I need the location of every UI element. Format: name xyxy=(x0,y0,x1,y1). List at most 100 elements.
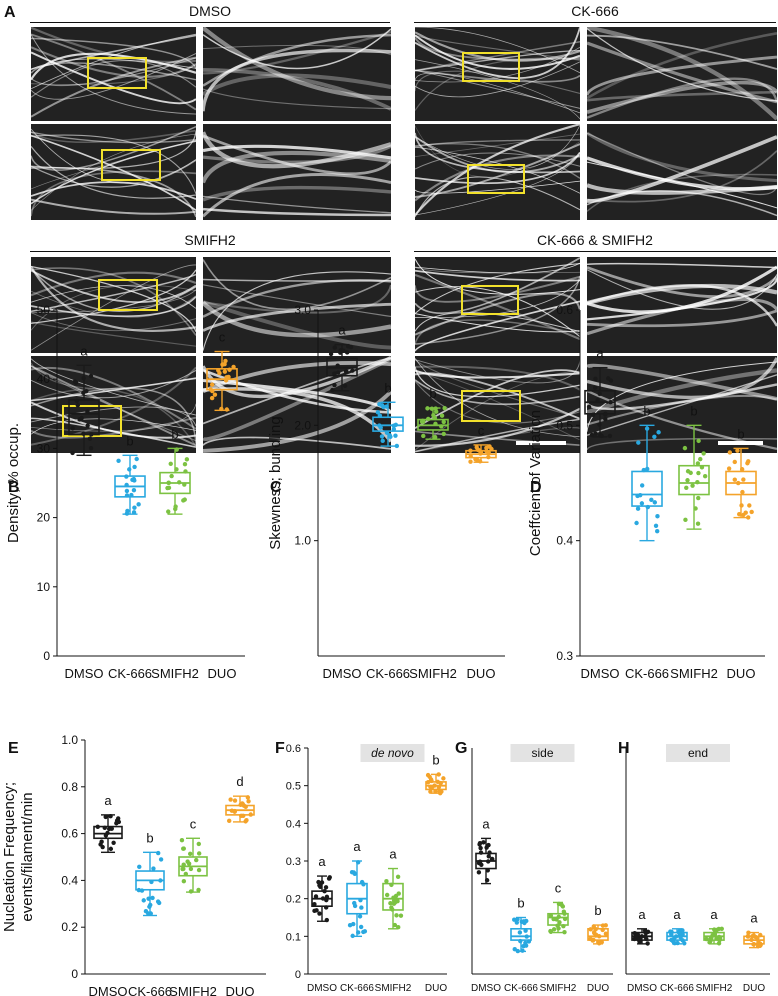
header-label: de novo xyxy=(371,746,414,760)
data-point xyxy=(355,860,361,865)
y-tick-label: 0.3 xyxy=(556,649,573,663)
significance-letter: a xyxy=(638,907,646,922)
data-point xyxy=(182,497,187,502)
data-point xyxy=(696,495,701,501)
filament xyxy=(587,357,777,400)
data-point xyxy=(344,350,350,355)
y-axis-label: Nucleation Frequency; xyxy=(1,782,18,932)
data-point xyxy=(586,404,592,410)
x-tick-label: DUO xyxy=(743,983,765,994)
data-point xyxy=(74,398,80,404)
data-point xyxy=(158,878,163,883)
y-tick-label: 1.0 xyxy=(61,733,78,747)
data-point xyxy=(655,514,660,519)
filament xyxy=(415,152,580,216)
micrograph-tile xyxy=(415,124,580,220)
filament xyxy=(587,368,777,415)
data-point xyxy=(149,879,154,885)
data-point xyxy=(519,919,524,924)
filament xyxy=(31,159,196,188)
filament xyxy=(31,418,196,435)
data-point xyxy=(319,880,325,885)
filament xyxy=(203,301,391,338)
data-point xyxy=(188,889,194,894)
data-point xyxy=(645,466,650,472)
filament xyxy=(203,207,391,217)
data-point xyxy=(524,918,529,924)
y-tick-label: 0.2 xyxy=(286,894,301,906)
data-point xyxy=(676,930,682,935)
data-point xyxy=(690,483,695,488)
x-tick-label: SMIFH2 xyxy=(696,983,733,994)
data-point xyxy=(682,941,687,946)
x-tick-label: SMIFH2 xyxy=(375,983,412,994)
data-point xyxy=(174,447,179,452)
data-point xyxy=(486,450,491,455)
significance-letter: a xyxy=(673,907,681,922)
data-point xyxy=(396,925,401,930)
data-point xyxy=(639,483,645,488)
data-point xyxy=(597,422,602,427)
data-point xyxy=(350,368,355,373)
data-point xyxy=(166,509,171,514)
filament xyxy=(31,145,196,199)
filament xyxy=(587,297,777,336)
filament xyxy=(587,266,777,298)
filament xyxy=(203,271,391,351)
filament xyxy=(415,34,580,61)
data-point xyxy=(182,482,187,487)
data-point xyxy=(244,818,249,823)
data-point xyxy=(487,850,492,855)
data-point xyxy=(132,464,137,470)
data-point xyxy=(438,780,443,786)
data-point xyxy=(595,397,600,403)
significance-letter: b xyxy=(171,426,178,441)
x-tick-label: SMIFH2 xyxy=(670,666,718,681)
data-point xyxy=(637,939,642,944)
data-point xyxy=(194,857,199,863)
data-point xyxy=(704,936,709,942)
data-point xyxy=(608,399,613,405)
data-point xyxy=(222,369,228,374)
data-point xyxy=(486,854,491,859)
data-point xyxy=(719,926,724,932)
data-point xyxy=(116,458,121,463)
data-point xyxy=(682,445,688,451)
data-point xyxy=(346,344,351,349)
filament xyxy=(587,262,777,269)
data-point xyxy=(316,879,321,885)
data-point xyxy=(352,900,357,906)
data-point xyxy=(81,390,86,396)
data-point xyxy=(710,932,715,938)
significance-letter: a xyxy=(710,907,718,922)
data-point xyxy=(312,901,317,907)
data-point xyxy=(514,920,520,925)
data-point xyxy=(434,409,439,414)
y-tick-label: 0.3 xyxy=(286,856,301,868)
roi-box xyxy=(87,57,147,89)
data-point xyxy=(602,412,608,417)
header-label: end xyxy=(688,746,708,760)
data-point xyxy=(751,933,756,938)
filament xyxy=(415,418,580,453)
data-point xyxy=(186,861,192,866)
filament xyxy=(587,55,777,96)
roi-box xyxy=(98,279,158,311)
data-point xyxy=(184,457,190,462)
data-point xyxy=(441,776,446,781)
data-point xyxy=(436,772,441,777)
filament xyxy=(31,296,196,318)
x-tick-label: CK-666 xyxy=(625,666,669,681)
data-point xyxy=(380,438,385,444)
significance-letter: a xyxy=(104,793,112,808)
data-point xyxy=(521,943,526,949)
data-point xyxy=(695,461,701,466)
data-point xyxy=(644,936,649,942)
filament xyxy=(31,58,196,70)
filament xyxy=(203,259,391,311)
data-point xyxy=(561,923,566,929)
data-point xyxy=(442,406,447,411)
data-point xyxy=(593,376,598,382)
data-point xyxy=(639,934,645,939)
filament xyxy=(203,134,391,176)
